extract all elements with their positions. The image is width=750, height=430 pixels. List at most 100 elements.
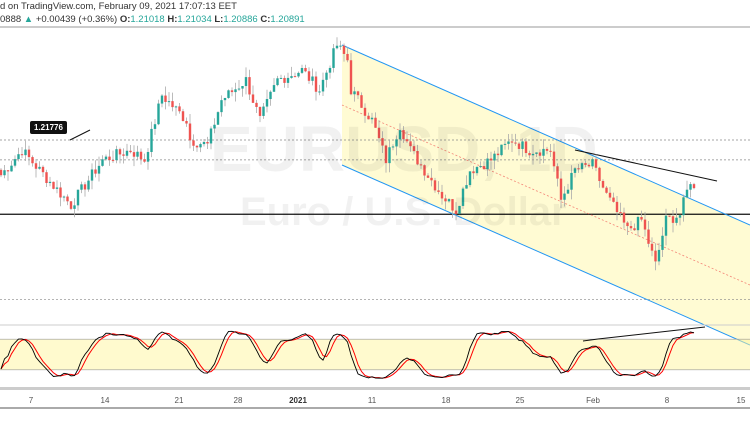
time-tick-label: Feb [586, 396, 600, 405]
price-change: +0.00439 (+0.36%) [35, 14, 118, 25]
candle [500, 144, 503, 156]
candle [552, 151, 556, 167]
candle [416, 151, 419, 165]
candle [598, 167, 601, 182]
candle [615, 201, 619, 213]
candle [87, 180, 90, 190]
candle [255, 102, 258, 107]
candle [216, 112, 220, 125]
candle [20, 154, 24, 156]
stoch-d-line [0, 331, 695, 379]
candle [325, 72, 328, 80]
candle [69, 201, 73, 209]
candle [472, 171, 475, 174]
candle [24, 149, 27, 156]
candle [356, 91, 360, 96]
candle [458, 205, 461, 214]
candle [129, 150, 132, 153]
candle [104, 156, 108, 160]
candle [265, 99, 269, 107]
time-tick-label: 14 [100, 396, 110, 405]
candle [346, 53, 349, 61]
candle [402, 130, 405, 140]
candle [248, 77, 251, 95]
candle [339, 45, 342, 47]
candle [545, 148, 549, 151]
candle [17, 154, 20, 160]
candle [514, 142, 517, 144]
candle [34, 163, 38, 169]
candle [559, 178, 563, 200]
candle [475, 167, 479, 174]
candle [164, 95, 167, 102]
high-label: H: [167, 14, 178, 25]
candle [444, 198, 447, 202]
time-tick-label: 2021 [289, 396, 307, 405]
up-arrow-icon: ▲ [23, 14, 36, 25]
candle [671, 216, 675, 223]
candle [657, 249, 661, 262]
candle [685, 189, 689, 198]
candle [188, 123, 192, 141]
candle [293, 76, 297, 78]
time-tick-label: 18 [441, 396, 451, 405]
time-tick-label: 21 [174, 396, 184, 405]
channel-lower-line [341, 164, 750, 346]
candle [510, 141, 514, 143]
candle [199, 144, 202, 148]
candle [426, 175, 430, 178]
candle [209, 128, 213, 144]
candle [122, 154, 125, 156]
candle [549, 150, 552, 152]
candle [633, 228, 636, 231]
candle [202, 141, 206, 145]
candle [605, 187, 608, 193]
candle [307, 71, 311, 81]
candle [433, 180, 437, 191]
candle [584, 163, 587, 165]
candle [304, 67, 307, 72]
candle [311, 76, 314, 81]
candle [440, 191, 444, 199]
candle [654, 250, 657, 262]
time-tick-label: 25 [515, 396, 525, 405]
candle [314, 76, 318, 92]
candle [542, 148, 545, 156]
candle [251, 94, 255, 103]
candle [101, 159, 104, 166]
stoch-trendline-2 [597, 326, 706, 340]
candle [52, 181, 55, 189]
candle [10, 165, 13, 172]
candle [111, 160, 115, 162]
candle [76, 189, 80, 206]
candle [619, 212, 622, 214]
candle [468, 171, 472, 186]
candle [41, 166, 45, 173]
candle [290, 76, 293, 78]
candle [153, 124, 157, 129]
candle [566, 189, 570, 194]
candle [269, 91, 272, 100]
candle [405, 139, 409, 142]
candle [125, 150, 129, 156]
candle [237, 88, 241, 90]
candle [692, 184, 696, 189]
last-price: 0888 [0, 14, 22, 25]
candle [419, 164, 423, 166]
time-axis[interactable]: 7 14 21 28 2021 11 18 25 Feb 8 15 [0, 387, 750, 409]
candle [279, 77, 283, 79]
candle [629, 226, 633, 229]
candle [507, 141, 510, 144]
candle [447, 199, 451, 202]
candle [524, 141, 528, 154]
candle [0, 169, 3, 176]
candle [391, 146, 395, 148]
candle [258, 106, 262, 116]
candle [374, 117, 377, 128]
candle [647, 229, 650, 244]
candle [206, 141, 209, 144]
candle [332, 48, 335, 68]
candle [563, 193, 566, 200]
candle [97, 165, 101, 174]
